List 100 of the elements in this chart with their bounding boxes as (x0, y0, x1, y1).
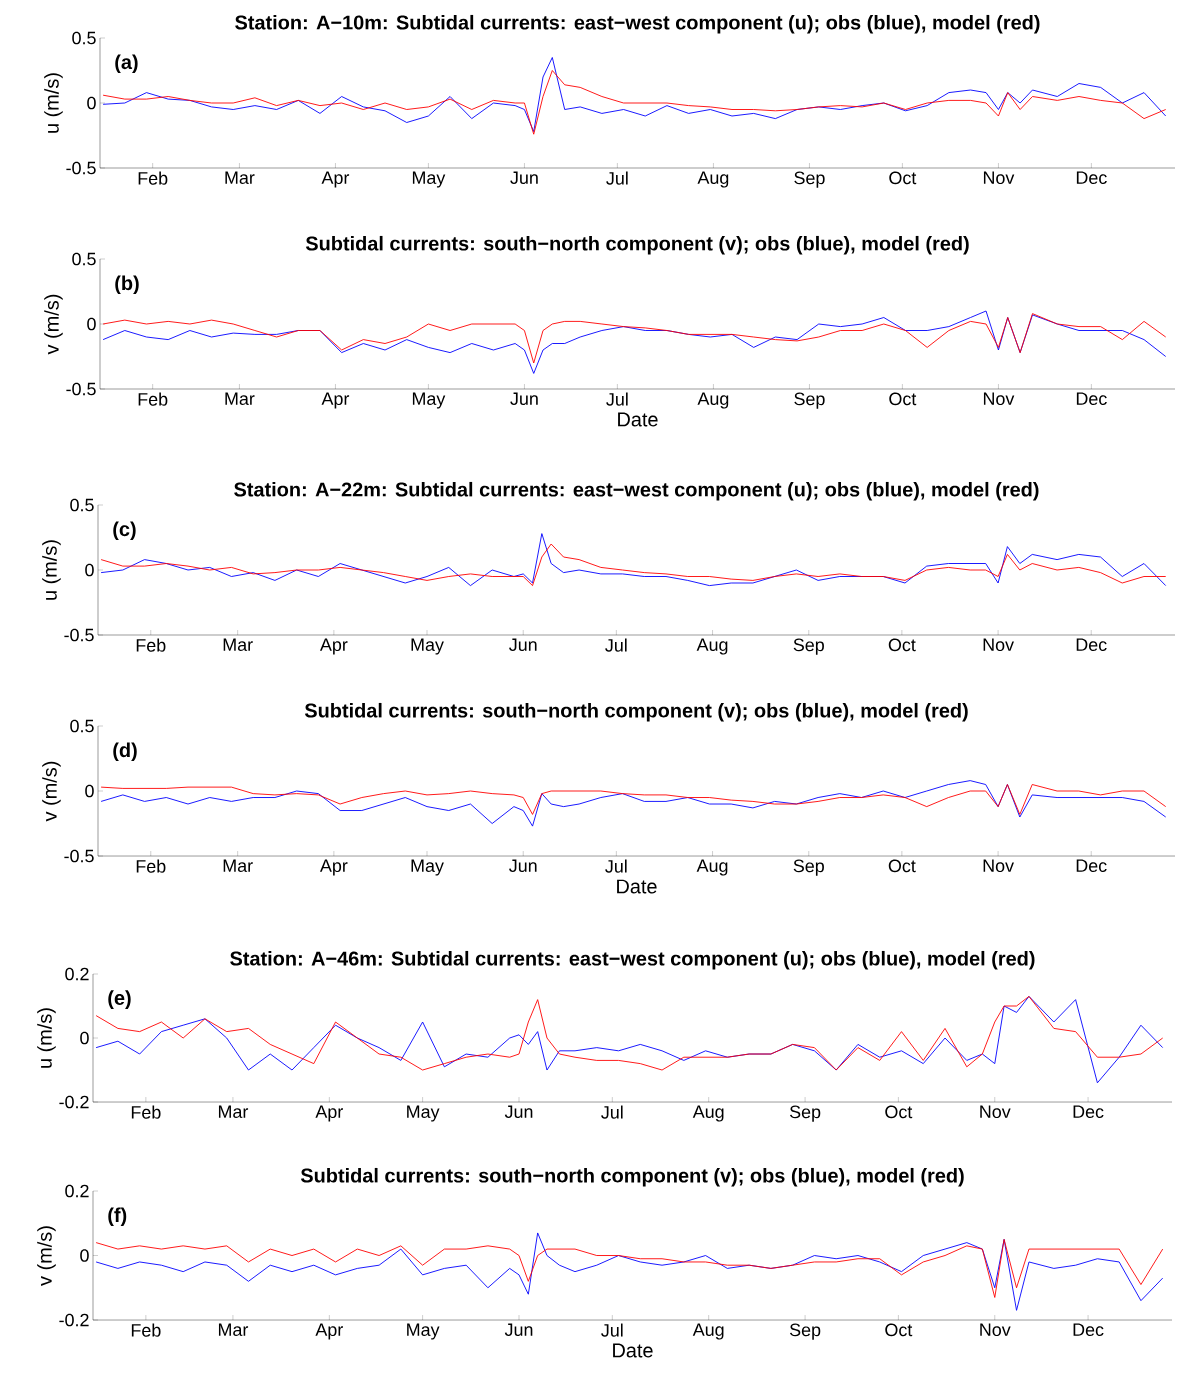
x-tick-label: Feb (136, 859, 166, 873)
x-tick-label: Mar (218, 1105, 249, 1119)
x-tick-label: Oct (888, 859, 916, 873)
x-tick-label: May (412, 171, 446, 188)
x-tick-label: Jul (601, 1323, 623, 1337)
x-tick-label: Aug (692, 1323, 724, 1340)
x-axis-title: Date (617, 879, 657, 894)
chart-title: Subtidal currents: south−north component (v); obs (blue), model (red) (305, 235, 969, 255)
x-tick-label: Sep (794, 392, 825, 409)
x-tick-label: Jul (606, 171, 628, 185)
x-tick-label: Oct (885, 1323, 913, 1337)
y-axis-title: u (m/s) (44, 73, 63, 133)
x-tick-label: Jul (605, 859, 627, 873)
chart-title: Station: A−22m: Subtidal currents: east−west component (u); obs (blue), model (red) (234, 481, 1039, 501)
x-tick-label: Aug (692, 1105, 724, 1122)
y-tick-label: 0 (85, 563, 94, 577)
y-tick-label: -0.5 (66, 382, 96, 396)
x-tick-label: Jun (504, 1323, 533, 1337)
x-tick-label: Jul (601, 1105, 623, 1119)
x-tick-label: May (407, 1105, 440, 1122)
x-tick-label: Aug (697, 171, 729, 188)
y-tick-label: 0 (85, 784, 94, 798)
y-tick-label: 0.5 (72, 252, 96, 266)
y-tick-label: -0.5 (64, 849, 94, 863)
chart-title: Station: A−10m: Subtidal currents: east−west component (u); obs (blue), model (red) (235, 14, 1040, 34)
x-tick-label: Nov (983, 171, 1015, 185)
x-axis-title: Date (613, 1343, 653, 1358)
x-tick-label: Apr (319, 638, 348, 655)
y-tick-label: 0.5 (70, 719, 94, 733)
x-tick-label: Mar (225, 392, 255, 406)
chart-title: Subtidal currents: south−north component (v); obs (blue), model (red) (300, 1167, 964, 1187)
y-axis-title: v (m/s) (37, 1226, 56, 1286)
annotation: (a) (115, 54, 138, 74)
y-tick-label: -0.5 (64, 628, 94, 642)
x-tick-label: Sep (793, 638, 824, 655)
y-tick-label: 0 (87, 96, 96, 110)
x-tick-label: Mar (223, 638, 253, 652)
chart-title: Station: A−46m: Subtidal currents: east−west component (u); obs (blue), model (red) (230, 950, 1035, 970)
y-tick-label: -0.2 (59, 1313, 89, 1327)
y-tick-label: 0.5 (70, 498, 94, 512)
x-tick-label: Feb (138, 171, 168, 185)
y-tick-label: 0.2 (65, 967, 89, 981)
x-tick-label: Sep (794, 171, 825, 188)
x-tick-label: Sep (793, 859, 824, 876)
x-tick-label: Jun (504, 1105, 533, 1119)
x-tick-label: Aug (696, 638, 728, 655)
y-tick-label: 0 (87, 317, 96, 331)
x-tick-label: Jun (510, 171, 538, 185)
x-tick-label: Feb (136, 638, 166, 652)
x-tick-label: Nov (983, 638, 1014, 652)
y-axis-title: v (m/s) (42, 761, 61, 822)
x-tick-label: Jul (606, 392, 628, 406)
x-tick-label: Feb (131, 1105, 161, 1119)
x-tick-label: Oct (889, 392, 917, 406)
x-tick-label: Nov (980, 1105, 1011, 1119)
x-tick-label: Feb (138, 392, 168, 406)
x-tick-label: Dec (1073, 1105, 1104, 1119)
x-tick-label: Jul (605, 638, 627, 652)
x-tick-label: Aug (696, 859, 728, 876)
x-tick-label: Feb (131, 1323, 161, 1337)
y-tick-label: 0.2 (65, 1184, 89, 1198)
annotation: (e) (108, 990, 131, 1009)
annotation: (d) (113, 742, 137, 762)
y-axis-title: u (m/s) (37, 1008, 56, 1068)
x-tick-label: Mar (225, 171, 255, 185)
x-tick-label: Dec (1076, 859, 1107, 873)
x-tick-label: Apr (319, 859, 348, 876)
y-axis-title: v (m/s) (44, 294, 63, 355)
x-tick-label: Jun (509, 638, 537, 652)
x-tick-label: Nov (980, 1323, 1011, 1337)
x-tick-label: Sep (789, 1323, 821, 1340)
x-tick-label: May (407, 1323, 440, 1340)
x-tick-label: Jun (510, 392, 538, 406)
x-tick-label: May (412, 392, 446, 409)
x-tick-label: Apr (321, 171, 350, 188)
x-tick-label: Nov (983, 859, 1014, 873)
x-tick-label: Sep (789, 1105, 821, 1122)
x-tick-label: Oct (889, 171, 917, 185)
annotation: (f) (108, 1207, 127, 1227)
x-tick-label: Dec (1076, 171, 1107, 185)
x-tick-label: Apr (321, 392, 350, 409)
x-tick-label: Nov (983, 392, 1015, 406)
chart-title: Subtidal currents: south−north component (v); obs (blue), model (red) (304, 702, 968, 722)
x-tick-label: Apr (315, 1105, 343, 1122)
x-tick-label: May (411, 859, 444, 876)
x-tick-label: Oct (888, 638, 916, 652)
x-axis-title: Date (618, 412, 658, 427)
annotation: (c) (113, 521, 136, 541)
x-tick-label: Apr (315, 1323, 343, 1340)
x-tick-label: Dec (1076, 392, 1107, 406)
x-tick-label: Aug (697, 392, 729, 409)
y-tick-label: 0 (80, 1249, 89, 1262)
y-tick-label: -0.2 (59, 1095, 89, 1109)
x-tick-label: Oct (885, 1105, 913, 1119)
y-tick-label: 0 (80, 1031, 89, 1045)
x-tick-label: Dec (1073, 1323, 1104, 1337)
y-tick-label: 0.5 (72, 31, 96, 45)
x-tick-label: Jun (509, 859, 537, 873)
y-tick-label: -0.5 (66, 161, 96, 175)
x-tick-label: Mar (223, 859, 253, 873)
